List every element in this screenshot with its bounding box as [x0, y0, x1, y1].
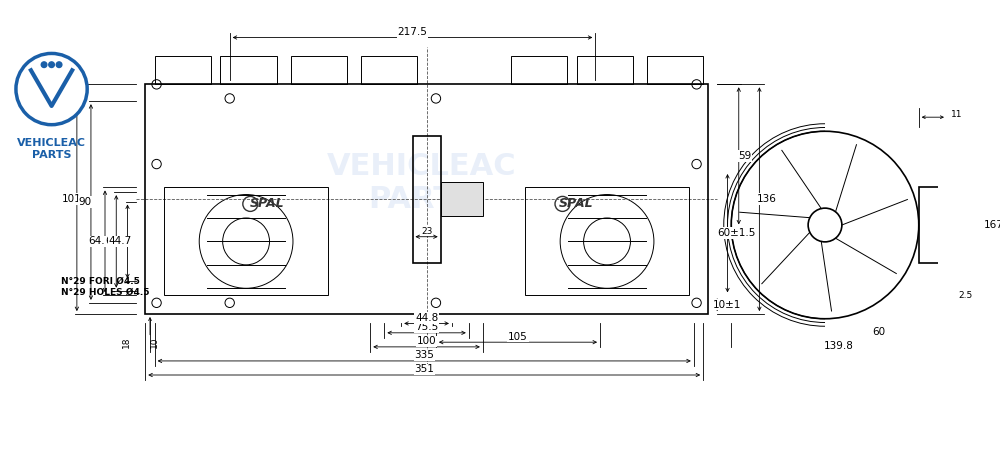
Text: 105: 105: [508, 332, 528, 342]
Text: SPAL: SPAL: [559, 198, 594, 211]
Text: 335: 335: [414, 350, 434, 360]
Text: 23: 23: [421, 227, 432, 236]
Text: VEHICLEAC
PARTS: VEHICLEAC PARTS: [327, 152, 517, 214]
Text: N°29 HOLES Ø4.5: N°29 HOLES Ø4.5: [61, 288, 149, 297]
Text: 167.5: 167.5: [984, 220, 1000, 230]
Text: 100: 100: [417, 336, 436, 346]
Circle shape: [56, 62, 62, 68]
Text: 60±1.5: 60±1.5: [718, 228, 756, 238]
Text: SPAL: SPAL: [250, 198, 285, 211]
Circle shape: [49, 62, 54, 68]
Text: N°29 FORI Ø4.5: N°29 FORI Ø4.5: [61, 277, 140, 286]
Text: 59: 59: [738, 151, 751, 161]
Text: 10±1: 10±1: [712, 300, 741, 310]
Circle shape: [41, 62, 47, 68]
Circle shape: [16, 54, 87, 125]
Text: 44.7: 44.7: [108, 236, 132, 247]
Text: 60: 60: [872, 327, 885, 337]
Text: 351: 351: [414, 364, 434, 374]
Text: 90: 90: [79, 197, 92, 207]
Text: 61: 61: [105, 236, 118, 247]
Text: VEHICLEAC: VEHICLEAC: [17, 139, 86, 148]
Text: 10: 10: [150, 337, 159, 348]
Text: 139.8: 139.8: [824, 341, 854, 351]
Text: 136: 136: [757, 194, 777, 204]
Polygon shape: [441, 182, 483, 216]
Text: 18: 18: [122, 337, 131, 348]
Text: 101: 101: [61, 194, 81, 204]
Text: 2.5: 2.5: [958, 291, 972, 300]
Text: 217.5: 217.5: [398, 27, 427, 37]
Text: PARTS: PARTS: [32, 150, 71, 160]
Text: 75.5: 75.5: [415, 322, 438, 332]
Text: 64.5: 64.5: [88, 236, 111, 247]
Text: 11: 11: [951, 110, 962, 119]
Text: 44.8: 44.8: [415, 313, 438, 323]
